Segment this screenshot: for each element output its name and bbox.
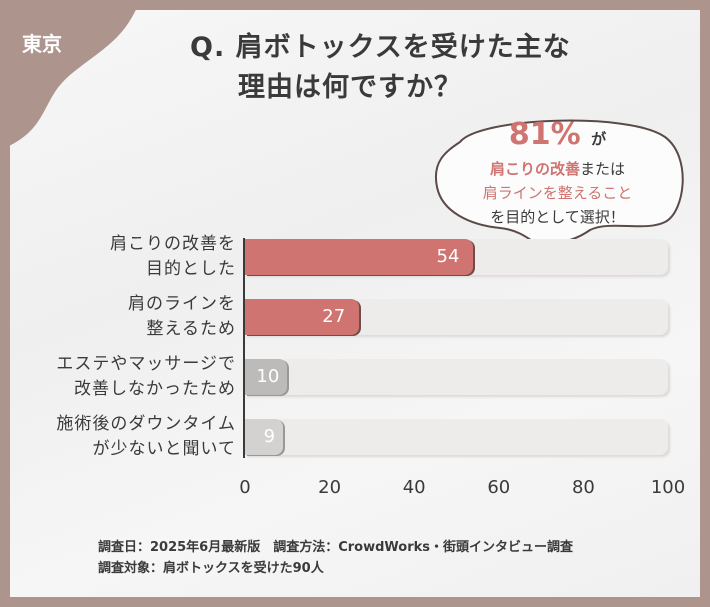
bar: 54	[245, 239, 474, 275]
chart-title: Q. 肩ボトックスを受けた主な 理由は何ですか？	[190, 28, 571, 108]
title-line-1: Q. 肩ボトックスを受けた主な	[190, 32, 571, 63]
category-label-line: 改善しなかったため	[74, 379, 236, 399]
category-label: 施術後のダウンタイムが少ないと聞いて	[6, 412, 236, 462]
bar: 9	[245, 419, 284, 455]
category-label-line: が少ないと聞いて	[92, 439, 236, 459]
category-label: 肩のラインを整えるため	[6, 292, 236, 342]
x-tick-label: 80	[571, 477, 595, 498]
footer-survey-target: 調査対象：肩ボトックスを受けた90人	[98, 561, 324, 576]
category-label-line: 肩のラインを	[128, 294, 236, 314]
region-label: 東京	[22, 32, 62, 56]
region-corner-shape	[0, 0, 140, 150]
callout-line-1: 肩こりの改善または	[489, 160, 626, 178]
bar: 27	[245, 299, 360, 335]
x-tick-label: 40	[402, 477, 426, 498]
callout-line-2: 肩ラインを整えること	[482, 184, 633, 202]
bar-track	[245, 419, 668, 455]
footer-survey-info: 調査日：2025年6月最新版 調査方法：CrowdWorks・街頭インタビュー調…	[98, 540, 574, 555]
category-label: エステやマッサージで改善しなかったため	[6, 352, 236, 402]
x-tick-label: 100	[650, 477, 686, 498]
x-tick-label: 0	[239, 477, 251, 498]
callout-percent: 81% が	[508, 117, 607, 152]
x-tick-label: 60	[487, 477, 511, 498]
bar-value-label: 54	[436, 246, 460, 267]
category-label-line: 整えるため	[146, 319, 236, 339]
bar-value-label: 10	[256, 366, 280, 387]
bar-track	[245, 359, 668, 395]
callout-line-3: を目的として選択！	[490, 208, 625, 226]
category-label-line: エステやマッサージで	[56, 354, 236, 374]
bar-value-label: 27	[322, 306, 346, 327]
x-tick-label: 20	[318, 477, 342, 498]
y-axis-line	[243, 238, 245, 458]
category-label-line: 肩こりの改善を	[110, 234, 236, 254]
category-label-line: 目的とした	[146, 259, 236, 279]
category-label-line: 施術後のダウンタイム	[56, 414, 236, 434]
bar: 10	[245, 359, 288, 395]
category-label: 肩こりの改善を目的とした	[6, 232, 236, 282]
title-line-2: 理由は何ですか？	[238, 72, 462, 103]
bar-value-label: 9	[263, 426, 276, 447]
